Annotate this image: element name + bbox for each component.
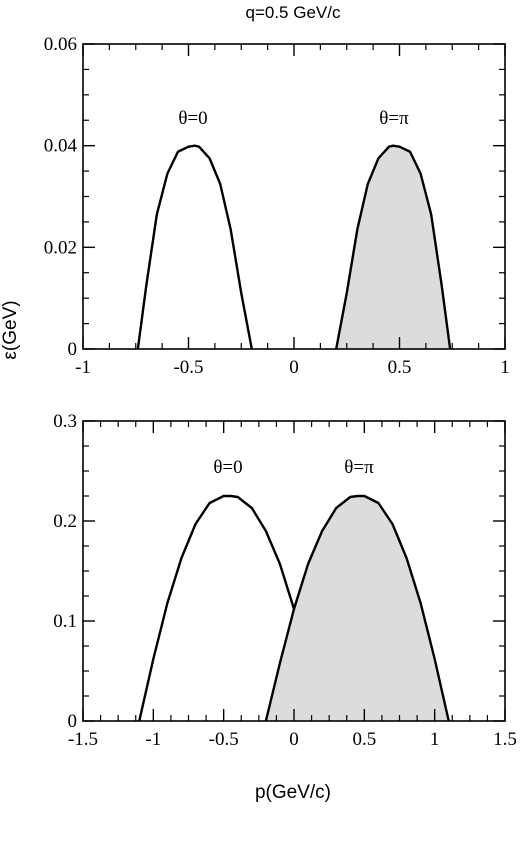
x-axis-label: p(GeV/c) [255, 782, 331, 803]
y-tick-label: 0.04 [44, 136, 78, 157]
bottom-panel: -1.5 -1 -0.5 0 0.5 1 1.5 0 0.1 0.2 0.3 θ=0 θ=π [53, 411, 517, 750]
top-panel: -1 -0.5 0 0.5 1 0 0.02 0.04 0.06 θ=0 θ=π [44, 34, 510, 378]
y-tick-label: 0 [68, 711, 78, 732]
curve-annotation: θ=π [379, 108, 409, 129]
x-tick-label: -1.5 [68, 729, 98, 750]
series-line-theta-pi [335, 144, 452, 350]
curve-annotation: θ=0 [178, 108, 207, 129]
y-tick-label: 0.3 [53, 411, 77, 432]
x-tick-label: 0.5 [388, 357, 412, 378]
x-tick-label: -0.5 [173, 357, 203, 378]
series-line-theta-0 [136, 144, 253, 350]
x-tick-label: -1 [75, 357, 91, 378]
x-tick-label: 0 [289, 357, 299, 378]
series-fill-theta-pi [336, 145, 451, 349]
curve-annotation: θ=π [344, 457, 374, 478]
y-tick-label: 0.02 [44, 237, 77, 258]
y-tick-label: 0 [68, 339, 78, 360]
x-tick-label: -1 [145, 729, 161, 750]
series-line-theta-pi [264, 494, 450, 722]
y-axis-label: ε(GeV) [0, 300, 21, 359]
x-tick-label: 1 [430, 729, 440, 750]
y-tick-label: 0.06 [44, 34, 77, 55]
y-tick-label: 0.2 [53, 511, 77, 532]
x-tick-label: -0.5 [209, 729, 239, 750]
y-tick-label: 0.1 [53, 611, 77, 632]
x-tick-label: 0 [289, 729, 299, 750]
series-line-theta-0 [138, 494, 324, 722]
x-tick-label: 0.5 [352, 729, 376, 750]
curve-annotation: θ=0 [213, 457, 242, 478]
x-tick-label: 1.5 [493, 729, 517, 750]
x-tick-label: 1 [500, 357, 510, 378]
chart-title: q=0.5 GeV/c [246, 3, 341, 22]
